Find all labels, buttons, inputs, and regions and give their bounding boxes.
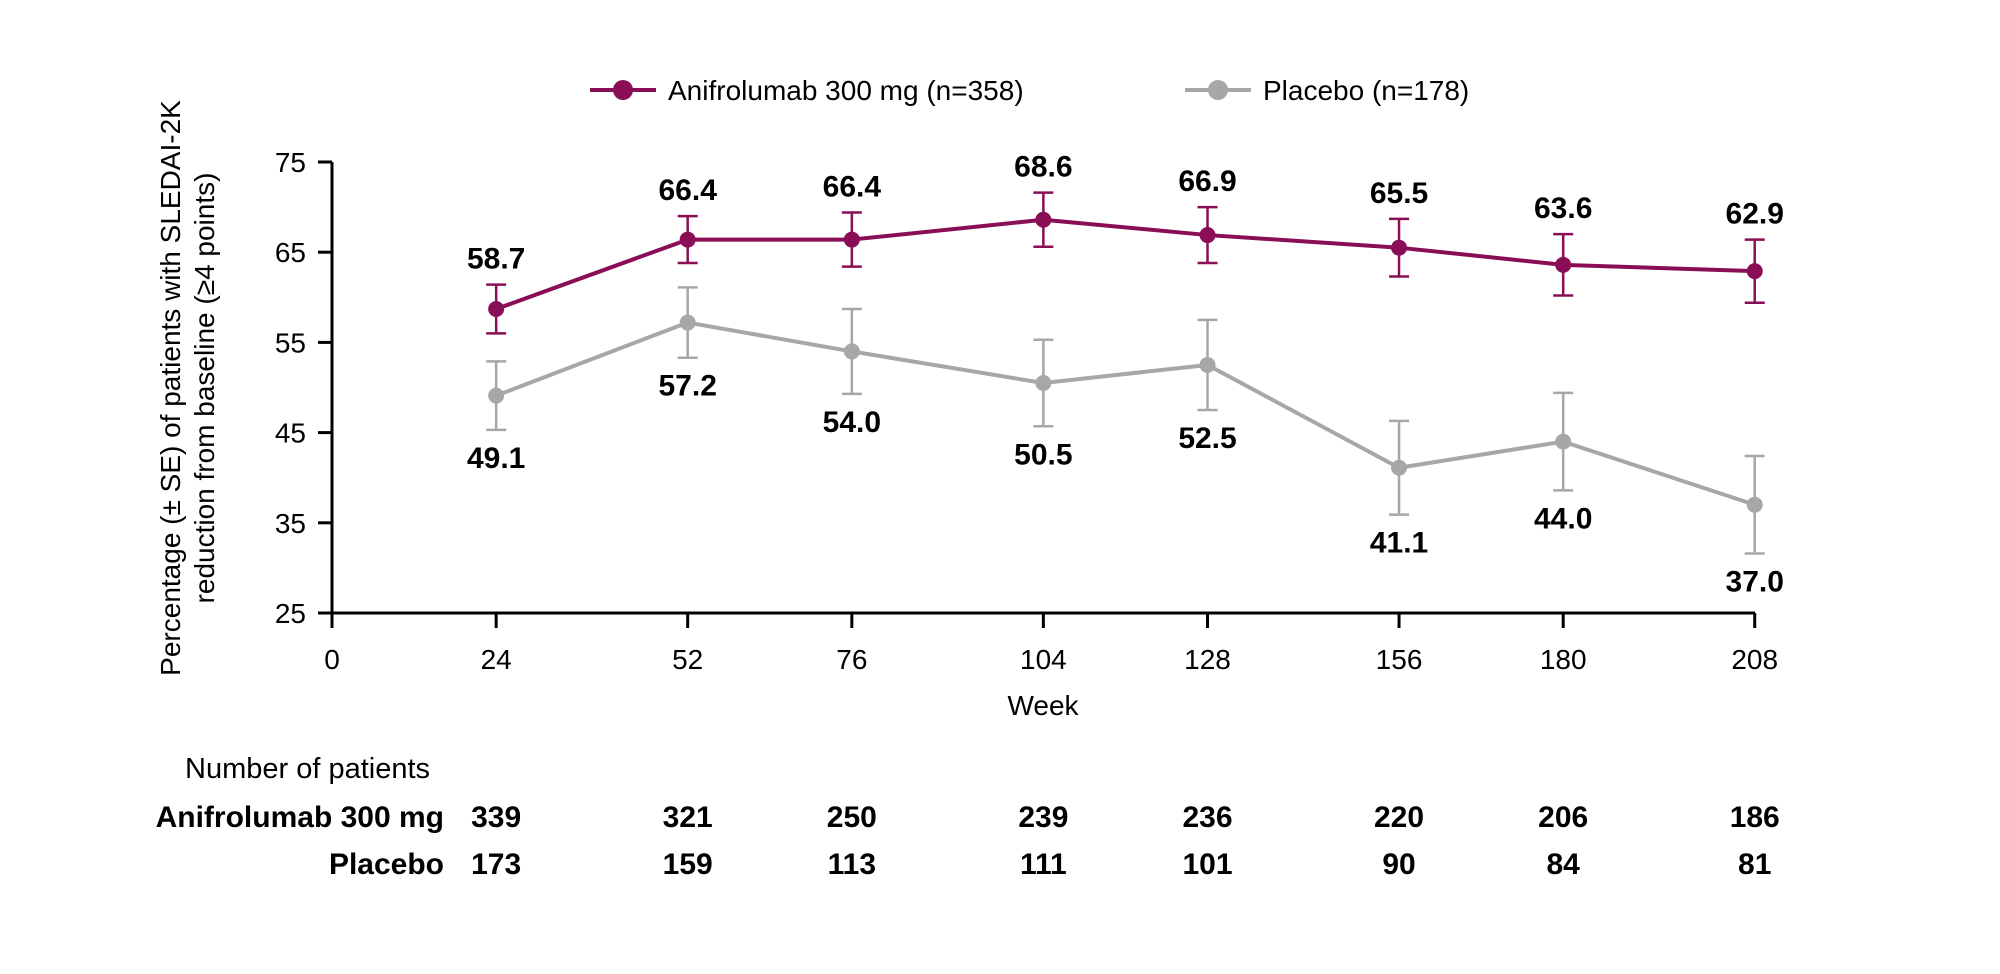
data-point-placebo-w180 [1555,433,1572,450]
table-value-anifrolumab-w24: 339 [471,801,521,834]
value-label-anifrolumab-w180: 63.6 [1534,192,1592,225]
table-value-placebo-w156: 90 [1382,848,1415,881]
data-point-anifrolumab-w24 [488,301,505,318]
value-label-anifrolumab-w128: 66.9 [1178,165,1236,198]
y-axis: 25 35 45 55 65 75 Percentage (± SE) of patien… [155,100,334,676]
x-tick-label: 128 [1184,644,1231,675]
legend-dot-icon [1208,80,1228,100]
x-tick-label: 208 [1731,644,1778,675]
table-value-anifrolumab-w156: 220 [1374,801,1424,834]
value-label-placebo-w208: 37.0 [1726,565,1784,598]
value-label-anifrolumab-w104: 68.6 [1014,151,1072,184]
y-tick-label: 55 [275,327,306,358]
y-tick-label: 65 [275,237,306,268]
value-label-placebo-w128: 52.5 [1178,422,1236,455]
data-point-anifrolumab-w156 [1391,239,1408,256]
value-label-placebo-w180: 44.0 [1534,502,1592,535]
table-row-label-placebo: Placebo [329,848,444,881]
table-value-placebo-w104: 111 [1020,848,1067,881]
x-tick-label: 76 [836,644,867,675]
value-label-placebo-w24: 49.1 [467,442,525,475]
table-value-anifrolumab-w76: 250 [827,801,877,834]
table-value-anifrolumab-w180: 206 [1538,801,1588,834]
x-tick-label: 0 [324,644,340,675]
x-tick-label: 180 [1540,644,1587,675]
table-value-placebo-w52: 159 [663,848,713,881]
table-value-anifrolumab-w104: 239 [1018,801,1068,834]
y-tick-label: 25 [275,598,306,629]
y-ticks: 25 35 45 55 65 75 [275,147,332,629]
legend-label-placebo: Placebo (n=178) [1263,75,1469,106]
value-label-anifrolumab-w156: 65.5 [1370,177,1428,210]
data-point-placebo-w156 [1391,459,1408,476]
series-root: 58.7 66.4 66.4 68.6 66.9 65.5 63.6 62.9 49.1 57.2… [467,151,1784,599]
series-placebo: 49.1 57.2 54.0 50.5 52.5 41.1 44.0 37.0 [467,286,1784,598]
series-line-anifrolumab [494,217,1757,312]
data-point-placebo-w128 [1199,356,1216,373]
table-value-placebo-w208: 81 [1738,848,1771,881]
x-tick-label: 104 [1020,644,1067,675]
value-label-placebo-w52: 57.2 [658,370,716,403]
data-point-anifrolumab-w104 [1035,211,1052,228]
table-value-anifrolumab-w52: 321 [663,801,713,834]
legend: Anifrolumab 300 mg (n=358) Placebo (n=17… [590,75,1469,106]
data-point-anifrolumab-w180 [1555,256,1572,273]
x-tick-label: 156 [1376,644,1423,675]
legend-item-placebo: Placebo (n=178) [1185,75,1469,106]
data-point-anifrolumab-w76 [843,231,860,248]
y-tick-label: 75 [275,147,306,178]
data-point-placebo-w24 [488,387,505,404]
data-point-anifrolumab-w208 [1746,263,1763,280]
x-ticks: 0 24 52 76 104 128 156 180 208 [324,613,1778,675]
series-anifrolumab: 58.7 66.4 66.4 68.6 66.9 65.5 63.6 62.9 [467,151,1784,335]
y-axis-title-line2: reduction from baseline (≥4 points) [189,173,220,604]
data-point-placebo-w208 [1746,496,1763,513]
table-value-placebo-w24: 173 [471,848,521,881]
data-point-placebo-w76 [843,343,860,360]
table-value-anifrolumab-w128: 236 [1182,801,1232,834]
y-axis-title-line1: Percentage (± SE) of patients with SLEDA… [155,100,186,676]
y-tick-label: 45 [275,418,306,449]
table-value-placebo-w128: 101 [1182,848,1232,881]
x-tick-label: 24 [481,644,512,675]
table-value-placebo-w180: 84 [1547,848,1581,881]
legend-item-anifrolumab: Anifrolumab 300 mg (n=358) [590,75,1024,106]
value-label-anifrolumab-w208: 62.9 [1726,198,1784,231]
series-line-placebo [494,320,1757,507]
legend-dot-icon [613,80,633,100]
data-point-anifrolumab-w52 [679,231,696,248]
table-title: Number of patients [185,753,430,785]
data-point-placebo-w52 [679,314,696,331]
value-label-anifrolumab-w76: 66.4 [823,171,882,204]
value-label-anifrolumab-w52: 66.4 [658,174,717,207]
x-axis: 0 24 52 76 104 128 156 180 208 Week [324,611,1778,721]
y-tick-label: 35 [275,508,306,539]
patients-table: Number of patients Anifrolumab 300 mg Pl… [156,753,1780,881]
data-point-placebo-w104 [1035,374,1052,391]
table-value-placebo-w76: 113 [828,848,876,881]
table-row-label-anifrolumab: Anifrolumab 300 mg [156,801,444,834]
value-label-placebo-w104: 50.5 [1014,438,1072,471]
legend-label-anifrolumab: Anifrolumab 300 mg (n=358) [668,75,1024,106]
data-point-anifrolumab-w128 [1199,227,1216,244]
table-value-anifrolumab-w208: 186 [1730,801,1780,834]
x-axis-title: Week [1007,690,1079,721]
value-label-placebo-w156: 41.1 [1370,527,1428,560]
x-tick-label: 52 [672,644,703,675]
value-label-placebo-w76: 54.0 [823,406,881,439]
table-values: 339 321 250 239 236 220 206 186 173 159 113 111 101 9… [471,801,1780,881]
value-label-anifrolumab-w24: 58.7 [467,243,525,276]
